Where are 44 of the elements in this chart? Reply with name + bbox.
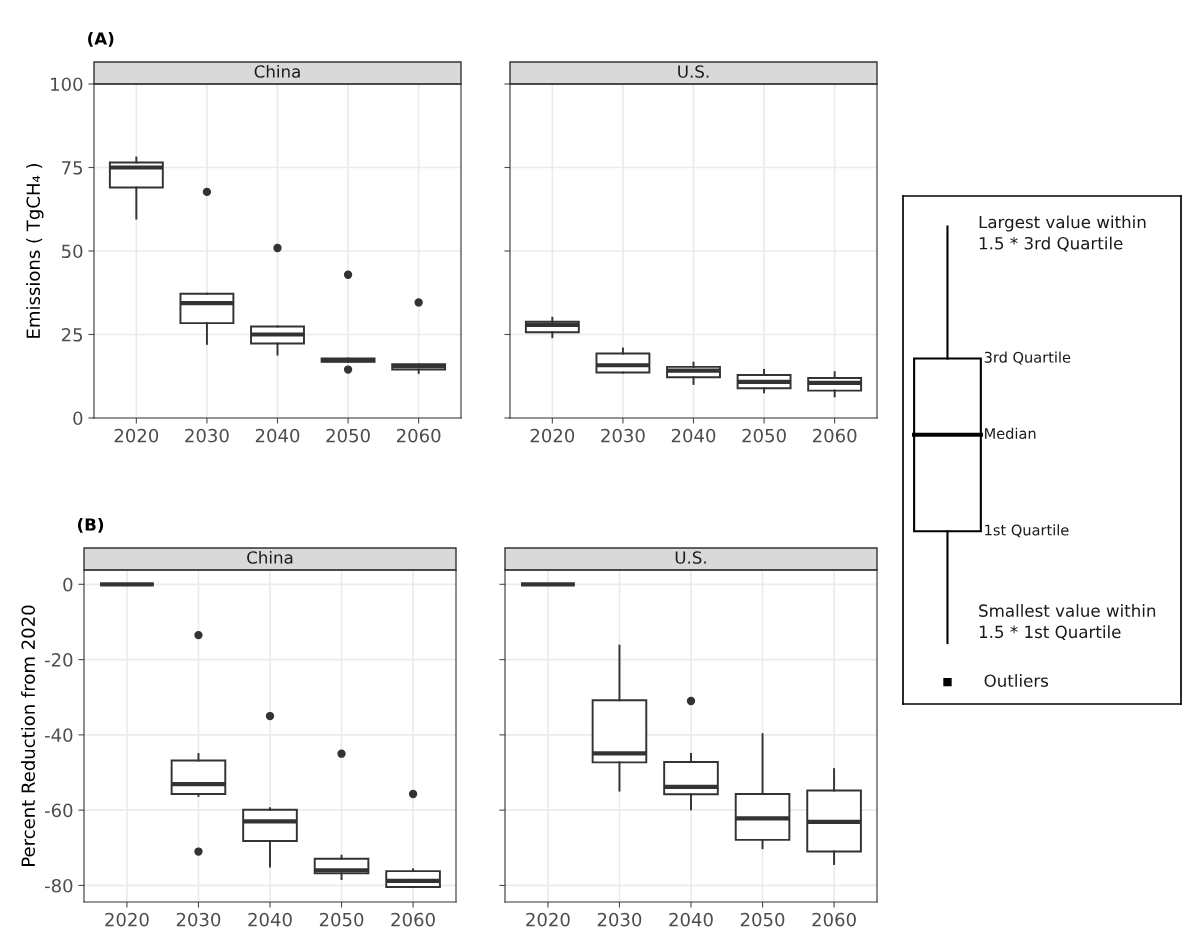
- x-tick-label: 2050: [326, 428, 370, 443]
- y-tick-label: 25: [61, 327, 83, 342]
- y-tick-label: -80: [44, 878, 73, 893]
- x-tick-label: 2030: [601, 428, 645, 443]
- chart-title: China: [247, 550, 293, 564]
- text: Outliers: [984, 674, 1049, 687]
- y-tick-label: 0: [63, 577, 73, 592]
- x-tick-label: 2040: [248, 912, 292, 927]
- text: (A): [88, 31, 114, 47]
- text: Largest value within 1.5 * 3rd Quartile: [979, 215, 1146, 252]
- x-tick-label: 2060: [812, 912, 856, 927]
- text: (B): [77, 517, 104, 533]
- x-tick-label: 2030: [597, 912, 642, 927]
- y-axis-title: Emissions ( TgCH₄ ): [26, 164, 44, 338]
- x-tick-label: 2020: [526, 912, 570, 927]
- y-axis-title: Percent Reduction from 2020: [21, 605, 36, 866]
- x-tick-label: 2060: [813, 428, 857, 443]
- text: 1st Quartile: [985, 524, 1069, 538]
- y-tick-label: 100: [51, 77, 83, 92]
- x-tick-label: 2020: [114, 428, 159, 443]
- x-tick-label: 2020: [530, 428, 575, 443]
- x-tick-label: 2060: [397, 428, 441, 443]
- x-tick-label: 2040: [671, 428, 716, 443]
- x-tick-label: 2050: [740, 912, 785, 927]
- x-tick-label: 2030: [185, 428, 229, 443]
- y-tick-label: 0: [73, 411, 83, 426]
- y-tick-label: 50: [62, 244, 83, 259]
- text: 3rd Quartile: [984, 351, 1071, 365]
- chart-title: U.S.: [678, 65, 709, 78]
- chart-title: U.S.: [675, 551, 706, 564]
- x-tick-label: 2040: [255, 428, 300, 443]
- text: Median: [985, 427, 1036, 439]
- y-tick-label: -20: [44, 653, 73, 667]
- x-tick-label: 2060: [391, 912, 435, 927]
- chart-title: China: [254, 64, 300, 78]
- x-tick-label: 2030: [176, 912, 221, 927]
- y-tick-label: 75: [62, 161, 83, 175]
- y-tick-label: -40: [44, 728, 73, 742]
- y-tick-label: -60: [44, 803, 73, 818]
- x-tick-label: 2020: [105, 912, 149, 927]
- x-tick-label: 2050: [742, 428, 786, 443]
- x-tick-label: 2050: [319, 912, 364, 927]
- x-tick-label: 2040: [669, 912, 713, 927]
- text: Smallest value within 1.5 * 1st Quartile: [979, 604, 1156, 641]
